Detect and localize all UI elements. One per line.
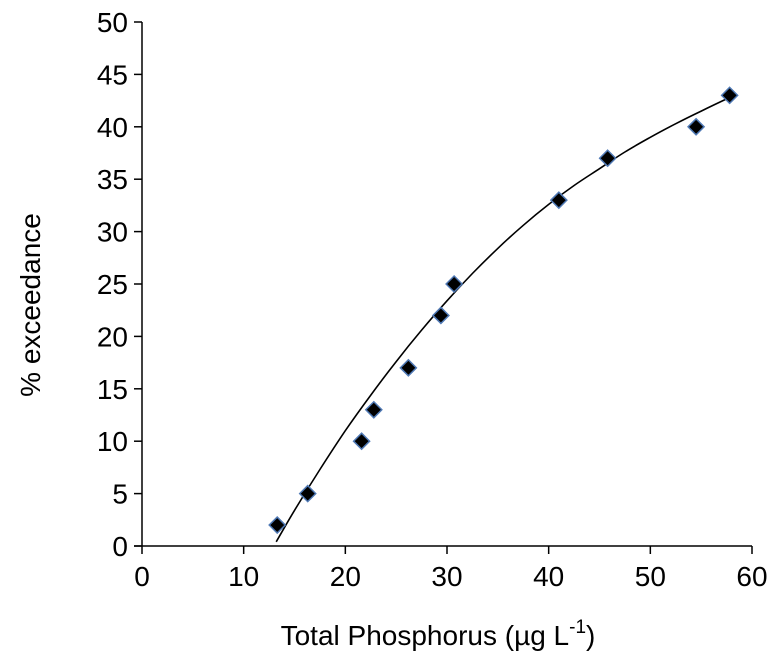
x-tick-label: 50 [635,561,666,592]
y-axis-title: % exceedance [15,213,46,397]
x-ticks: 0 10 20 30 40 50 60 [134,546,768,592]
y-tick-label: 10 [97,426,128,457]
data-point [687,117,706,136]
x-tick-label: 40 [533,561,564,592]
x-axis-title-suffix: ) [586,620,595,651]
data-point [549,191,568,210]
y-tick-label: 20 [97,321,128,352]
x-tick-label: 20 [330,561,361,592]
axes [134,22,752,547]
trendline [275,96,730,543]
y-tick-label: 40 [97,112,128,143]
x-axis-title-superscript: -1 [569,617,586,638]
data-point [399,358,418,377]
x-tick-label: 10 [228,561,259,592]
data-point [431,306,450,325]
trendline-group [275,96,730,543]
y-ticks: 0 5 10 15 20 25 30 35 40 45 50 [97,7,142,562]
y-tick-label: 30 [97,217,128,248]
x-axis-title-main: Total Phosphorus (µg L [281,620,570,651]
y-tick-label: 5 [112,479,128,510]
y-tick-label: 50 [97,7,128,38]
x-tick-label: 30 [431,561,462,592]
y-tick-label: 15 [97,374,128,405]
data-point [364,400,383,419]
data-point [352,432,371,451]
y-tick-label: 45 [97,59,128,90]
y-tick-label: 35 [97,164,128,195]
data-point [445,274,464,294]
x-tick-label: 60 [736,561,767,592]
data-point [268,515,287,535]
data-points [268,86,739,535]
x-tick-label: 0 [134,561,150,592]
y-tick-label: 0 [112,531,128,562]
data-point [720,86,739,105]
y-tick-label: 25 [97,269,128,300]
data-point [298,484,317,503]
data-point [598,149,617,168]
x-axis-title: Total Phosphorus (µg L-1) [281,617,596,651]
